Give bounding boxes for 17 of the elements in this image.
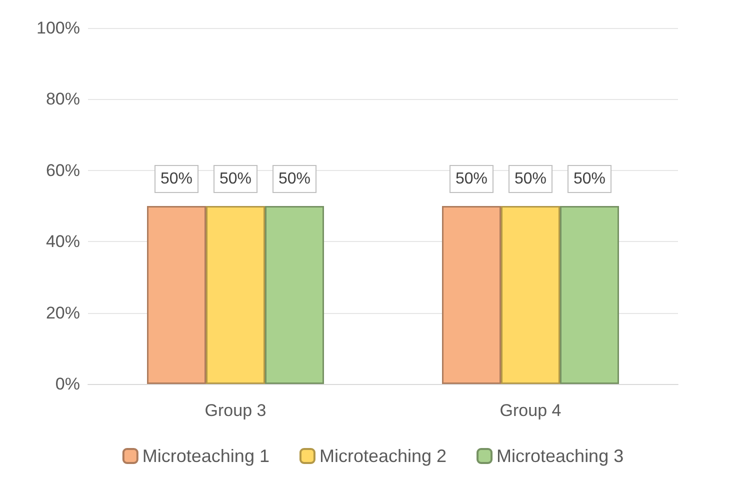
- y-tick-label: 0%: [55, 374, 80, 394]
- y-tick-label: 20%: [46, 303, 80, 322]
- text: 50%: [160, 170, 193, 188]
- text: 50%: [455, 170, 488, 188]
- x-tick-label: Group 3: [204, 401, 266, 420]
- y-tick-label: 40%: [46, 232, 80, 252]
- legend-label: Microteaching 3: [496, 446, 624, 466]
- y-tick-label: 100%: [36, 18, 80, 38]
- legend-label: Microteaching 1: [142, 446, 270, 466]
- legend-label: Microteaching 2: [319, 446, 447, 466]
- text: 50%: [514, 170, 547, 188]
- x-tick-label: Group 4: [500, 401, 562, 420]
- y-tick-label: 80%: [46, 90, 80, 109]
- text: 50%: [573, 170, 606, 188]
- text: 50%: [219, 170, 252, 188]
- text: 50%: [278, 170, 311, 188]
- y-tick-label: 60%: [46, 160, 80, 180]
